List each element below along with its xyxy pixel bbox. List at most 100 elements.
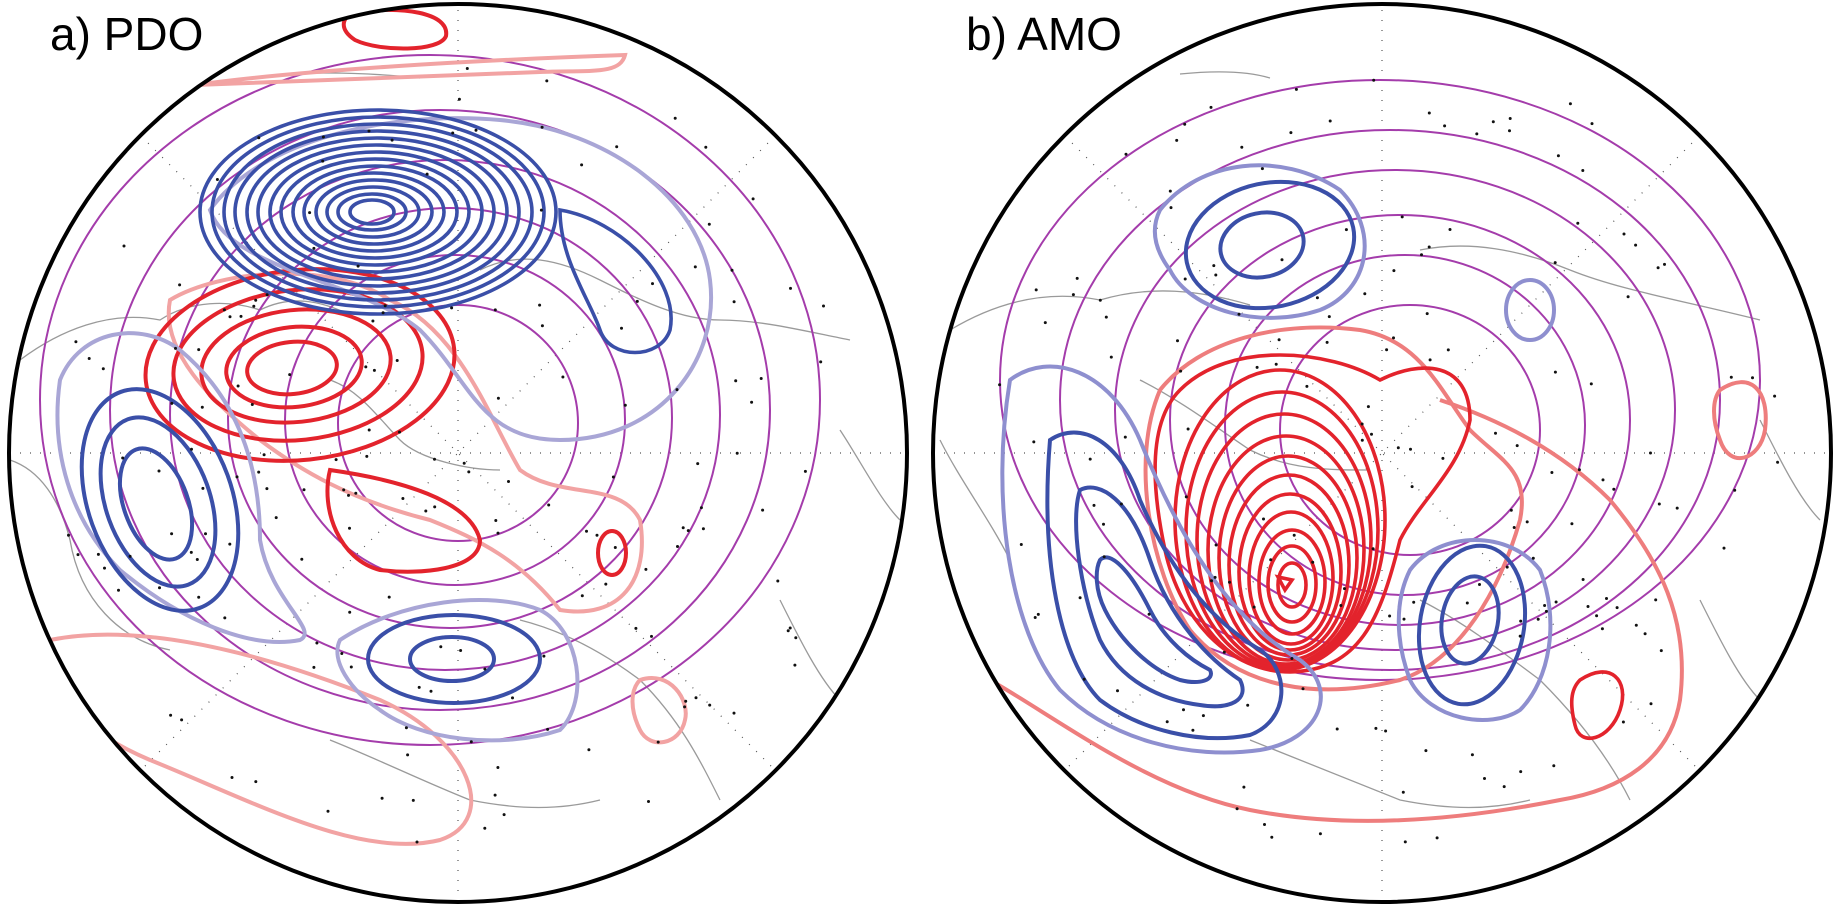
stipple-dot [699,506,703,510]
stipple-dot [493,308,497,312]
stipple-dot [1427,245,1431,249]
stipple-dot [1124,152,1128,156]
stipple-dot [1179,369,1183,373]
panel-label-amo: b) AMO [966,8,1122,60]
stipple-dot [250,403,254,406]
stipple-dot [1222,650,1226,654]
stipple-dot [483,667,487,671]
stipple-dot [650,634,653,638]
stipple-dot [474,128,478,132]
stipple-dot [1412,600,1416,604]
stipple-dot [803,469,807,473]
stipple-dot [265,293,269,297]
stipple-dot [502,813,506,817]
stipple-dot [254,298,258,302]
stipple-dot [1446,348,1450,352]
stipple-dot [1556,154,1560,158]
stipple-dot [693,265,697,269]
stipple-dot [507,480,510,483]
stipple-dot [1184,495,1188,499]
stipple-dot [439,645,443,649]
stipple-dot [1410,485,1414,489]
stipple-dot [1570,522,1574,526]
stipple-dot [398,430,401,434]
stipple-dot [223,616,227,620]
stipple-dot [1289,131,1293,135]
stipple-dot [1478,583,1481,586]
stipple-dot [1214,543,1218,547]
stipple-dot [1508,129,1511,133]
strong-negative-contours [1045,179,1528,741]
stipple-dot [1371,547,1375,551]
stipple-dot [675,388,679,392]
stipple-dot [265,487,269,491]
panel-label-pdo: a) PDO [50,8,203,60]
stipple-dot [1036,612,1040,616]
stipple-dot [822,304,825,308]
stipple-dot [1043,321,1047,325]
stipple-dot [1176,339,1179,343]
stipple-dot [197,595,201,599]
stipple-dot [1550,471,1554,474]
stipple-dot [1263,823,1266,826]
graticule [933,4,1831,902]
stipple-dot [683,705,687,709]
stipple-dot [1102,522,1105,526]
stipple-dot [76,553,80,557]
stipple-dot [1360,438,1364,442]
stipple-dot [1182,708,1185,712]
stipple-dot [1370,432,1373,436]
strong-negative-contours [198,108,673,355]
stippling-dots [67,67,1780,844]
stipple-dot [1237,312,1241,316]
stipple-dot [467,470,471,474]
stipple-dot [1294,87,1298,91]
stipple-dot [1235,807,1239,811]
stipple-dot [538,303,542,307]
stipple-dot [730,268,734,272]
stipple-dot [122,244,126,248]
stipple-dot [128,554,132,558]
stipple-dot [1443,124,1447,128]
stipple-dot [1269,558,1273,562]
stipple-dot [347,493,350,497]
stipple-dot [496,766,500,769]
stipple-dot [354,491,358,495]
stipple-dot [1396,446,1400,450]
stipple-dot [274,516,278,520]
weak-negative-contours [55,116,714,743]
stipple-dot [1634,623,1638,627]
stipple-dot [620,326,623,330]
stipple-dot [1325,340,1329,344]
pdo-map-content [9,4,907,902]
stipple-dot [751,197,755,201]
stipple-dot [383,304,387,308]
stipple-dot [707,222,711,226]
stipple-dot [200,405,204,409]
stipple-dot [465,67,469,70]
stipple-dot [613,546,617,549]
stipple-dot [1544,609,1548,613]
stipple-dot [1589,382,1593,386]
stipple-dot [694,696,698,700]
background-contours [999,79,1761,681]
stipple-dot [684,699,688,703]
stipple-dot [201,486,205,490]
stipple-dot [1428,358,1432,362]
stipple-dot [1654,598,1658,602]
stipple-dot [302,488,306,492]
stipple-dot [1601,478,1605,482]
stipple-dot [178,283,182,287]
stipple-dot [1075,276,1079,280]
stipple-dot [673,116,677,120]
stipple-dot [542,654,546,658]
stipple-dot [326,809,330,813]
stipple-dot [1595,614,1599,618]
stipple-dot [1169,206,1173,210]
stipple-dot [1600,627,1604,631]
stipple-dot [429,689,433,693]
stipple-dot [170,532,174,536]
stipple-dot [1612,487,1616,491]
stipple-dot [1372,78,1376,82]
stipple-dot [1360,422,1364,426]
